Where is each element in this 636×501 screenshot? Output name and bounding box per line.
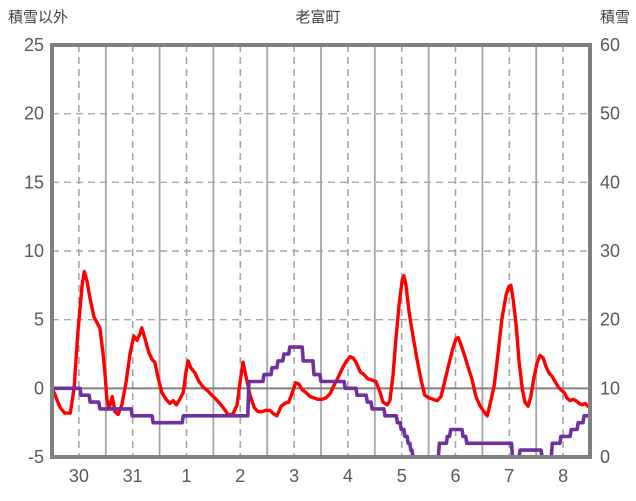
right-axis-tick-label: 10	[600, 378, 620, 398]
right-axis-tick-label: 60	[600, 35, 620, 55]
x-axis-tick-label: 7	[504, 466, 514, 486]
x-axis-tick-label: 8	[558, 466, 568, 486]
left-axis-tick-label: 15	[24, 172, 44, 192]
left-axis-tick-label: 10	[24, 241, 44, 261]
series-snow-depth	[50, 345, 592, 459]
left-axis-tick-label: 25	[24, 35, 44, 55]
left-axis-tick-label: 5	[34, 310, 44, 330]
x-axis-tick-label: 31	[123, 466, 143, 486]
chart-title: 老富町	[295, 9, 341, 26]
x-axis-tick-label: 6	[450, 466, 460, 486]
x-axis-tick-label: 2	[235, 466, 245, 486]
right-axis-tick-label: 30	[600, 241, 620, 261]
series-other-than-snow	[50, 269, 592, 418]
left-axis-tick-label: 0	[34, 378, 44, 398]
right-axis-tick-label: 40	[600, 172, 620, 192]
right-axis-tick-label: 20	[600, 310, 620, 330]
x-axis-tick-label: 5	[397, 466, 407, 486]
x-axis-tick-label: 3	[289, 466, 299, 486]
right-axis-title: 積雪	[599, 9, 630, 26]
x-axis-tick-label: 30	[69, 466, 89, 486]
left-axis-tick-label: -5	[28, 447, 44, 467]
right-axis-tick-label: 0	[600, 447, 610, 467]
left-axis-tick-label: 20	[24, 104, 44, 124]
x-axis-tick-label: 1	[181, 466, 191, 486]
left-axis-title: 積雪以外	[8, 9, 69, 26]
right-axis-tick-label: 50	[600, 104, 620, 124]
plot-border	[50, 43, 592, 459]
x-axis-tick-label: 4	[343, 466, 353, 486]
chart-header: 積雪以外 老富町 積雪	[0, 6, 636, 30]
